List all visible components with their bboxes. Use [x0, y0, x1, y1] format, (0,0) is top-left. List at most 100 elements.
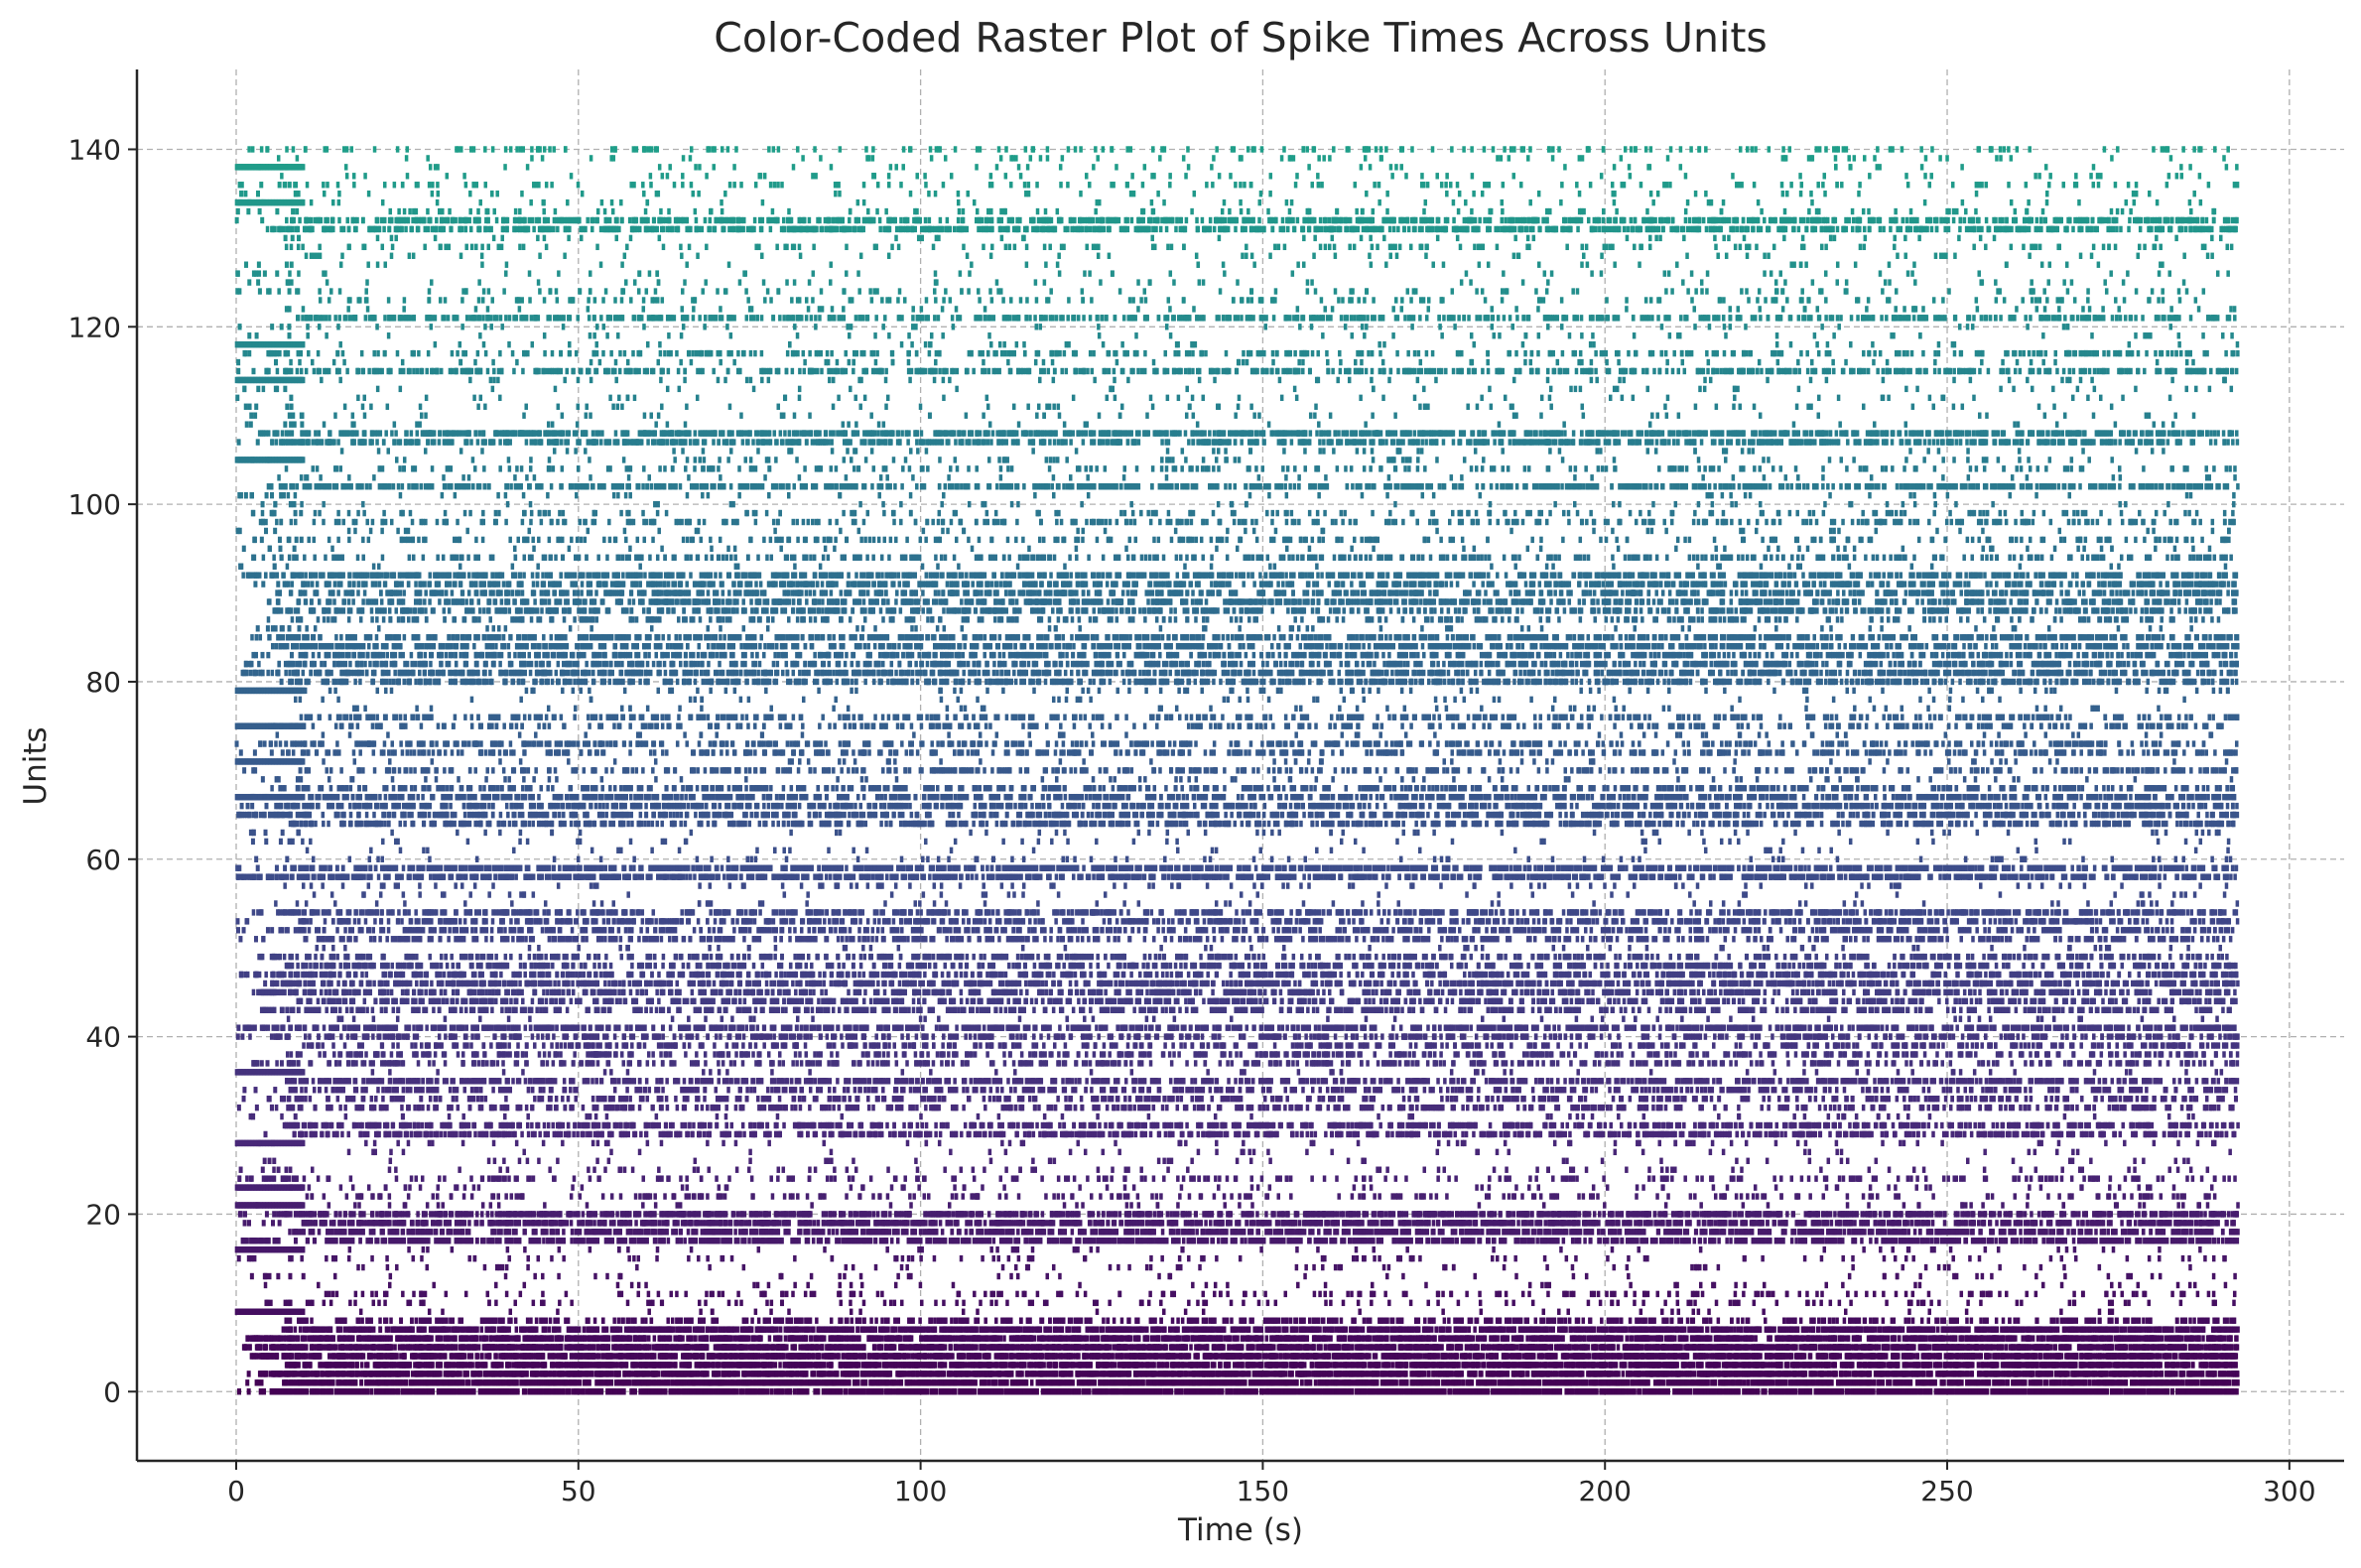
spike-mark	[1951, 1388, 1955, 1394]
spike-mark	[1260, 1388, 1264, 1394]
spike-mark	[600, 1388, 604, 1394]
spike-mark	[387, 1379, 391, 1385]
spike-mark	[529, 1388, 533, 1394]
spike-mark	[370, 1388, 374, 1394]
spike-mark	[1101, 1388, 1105, 1394]
spike-mark	[664, 1388, 668, 1394]
spike-mark	[562, 1388, 566, 1394]
spike-mark	[2170, 1388, 2174, 1394]
spike-mark	[340, 1379, 344, 1385]
spike-mark	[789, 1388, 793, 1394]
spike-mark	[329, 1388, 333, 1394]
spike-mark	[378, 1379, 382, 1385]
spike-mark	[677, 1388, 681, 1394]
spike-mark	[294, 1379, 298, 1385]
spike-mark	[840, 1388, 844, 1394]
spike-mark	[1443, 1388, 1447, 1394]
spike-mark	[817, 1388, 821, 1394]
spike-mark	[245, 1379, 249, 1385]
spike-mark	[684, 1388, 688, 1394]
spike-mark	[397, 1388, 401, 1394]
spike-mark	[633, 1388, 637, 1394]
spike-mark	[935, 1388, 939, 1394]
spike-mark	[741, 1388, 745, 1394]
spike-mark	[354, 1379, 358, 1385]
spike-mark	[524, 1388, 528, 1394]
spike-mark	[1159, 1388, 1163, 1394]
spike-mark	[1088, 1388, 1092, 1394]
spike-mark	[1068, 1388, 1072, 1394]
spike-mark	[1254, 1388, 1258, 1394]
spike-mark	[728, 1388, 732, 1394]
spike-mark	[1622, 1388, 1626, 1394]
spike-mark	[1221, 1388, 1225, 1394]
spike-mark	[755, 1388, 759, 1394]
spike-mark	[516, 1388, 520, 1394]
spike-mark	[1757, 1388, 1761, 1394]
spike-mark	[2166, 1388, 2170, 1394]
spike-mark	[1915, 1388, 1919, 1394]
spike-mark	[1794, 1388, 1798, 1394]
spike-mark	[1078, 1388, 1082, 1394]
spike-mark	[832, 1388, 836, 1394]
spike-mark	[259, 1388, 263, 1394]
spike-mark	[331, 1379, 335, 1385]
spike-mark	[1764, 1388, 1768, 1394]
spike-mark	[1170, 1388, 1174, 1394]
spike-mark	[255, 1379, 259, 1385]
spike-mark	[316, 1379, 320, 1385]
spike-mark	[891, 1388, 895, 1394]
spike-mark	[1639, 1388, 1642, 1394]
spike-mark	[302, 1379, 306, 1385]
spike-mark	[770, 1388, 774, 1394]
spike-mark	[366, 1388, 370, 1394]
spike-mark	[1595, 1388, 1599, 1394]
spike-mark	[1633, 1388, 1637, 1394]
spike-mark	[432, 1388, 436, 1394]
spike-mark	[1559, 1388, 1563, 1394]
spike-mark	[1351, 1388, 1355, 1394]
spike-mark	[2235, 1388, 2239, 1394]
spike-mark	[1180, 1388, 1184, 1394]
spike-mark	[237, 1388, 241, 1394]
spike-mark	[2089, 1388, 2093, 1394]
spike-mark	[472, 1388, 476, 1394]
spike-mark	[2024, 1388, 2028, 1394]
spike-mark	[1872, 1388, 1876, 1394]
spike-mark	[806, 1388, 810, 1394]
spike-mark	[1035, 1388, 1039, 1394]
spike-mark	[622, 1388, 626, 1394]
spike-mark	[1230, 1388, 1234, 1394]
spike-mark	[1117, 1388, 1121, 1394]
spike-layer	[235, 146, 2240, 1394]
spike-mark	[1689, 1388, 1693, 1394]
spike-mark	[1238, 1388, 1242, 1394]
spike-mark	[1628, 1388, 1632, 1394]
spike-mark	[247, 1388, 251, 1394]
spike-mark	[2106, 1388, 2110, 1394]
spike-mark	[793, 1388, 797, 1394]
spike-mark	[1538, 1388, 1542, 1394]
spike-mark	[1809, 1388, 1813, 1394]
spike-mark	[568, 1388, 572, 1394]
spike-mark	[781, 1388, 785, 1394]
spike-mark	[880, 1388, 884, 1394]
spike-mark	[2120, 1388, 2124, 1394]
spike-mark	[1381, 1388, 1385, 1394]
spike-mark	[360, 1379, 364, 1385]
spike-mark	[954, 1388, 958, 1394]
spike-mark	[1919, 1388, 1923, 1394]
spike-mark	[2143, 1388, 2147, 1394]
spike-mark	[926, 1388, 930, 1394]
unit-spike-train	[237, 1388, 2239, 1394]
spike-mark	[974, 1388, 978, 1394]
spike-mark	[1487, 1388, 1491, 1394]
spike-mark	[1743, 1388, 1747, 1394]
spike-mark	[1106, 1388, 1110, 1394]
spike-mark	[1737, 1388, 1741, 1394]
spike-mark	[763, 1388, 767, 1394]
spike-mark	[766, 1388, 770, 1394]
spike-mark	[1902, 1388, 1905, 1394]
spike-mark	[489, 1388, 493, 1394]
